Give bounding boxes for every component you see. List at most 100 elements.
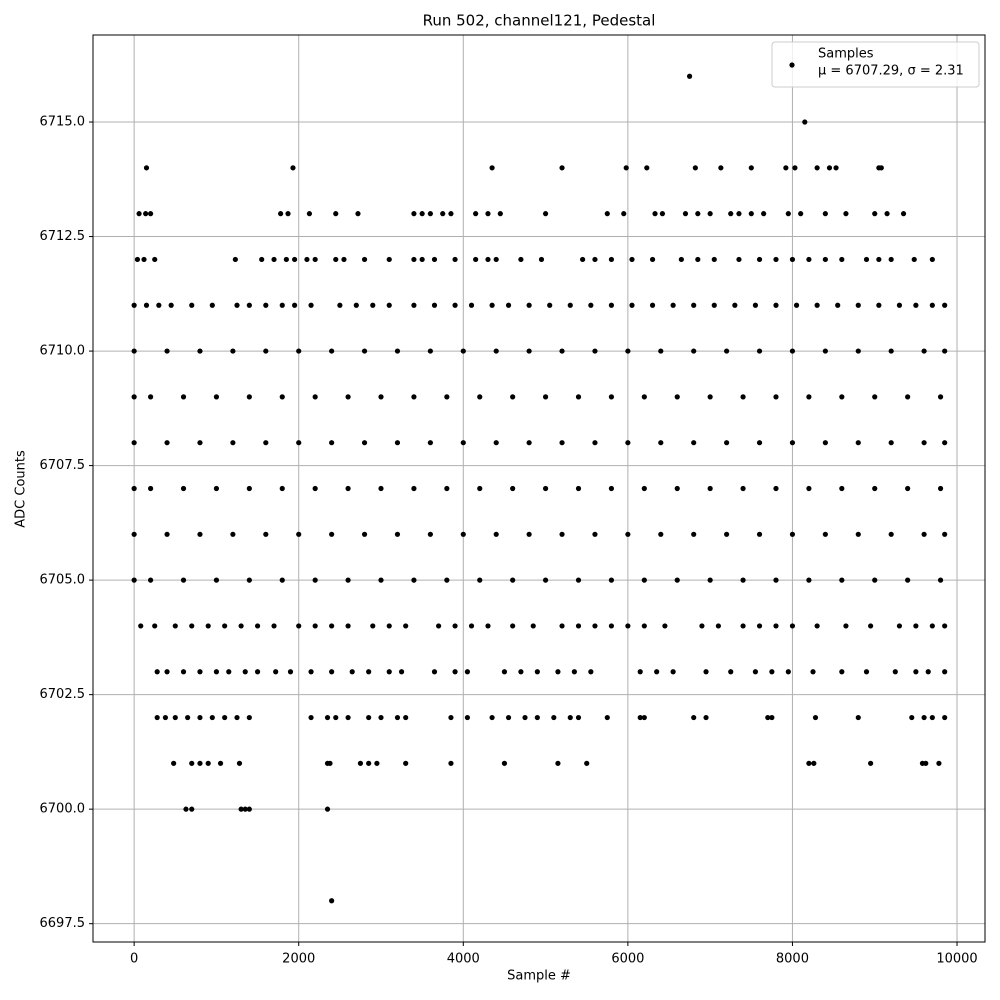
data-point [792,165,798,171]
data-point [505,714,512,721]
data-point [329,348,335,354]
data-point [888,256,894,263]
data-point [678,256,684,263]
data-point [625,348,631,354]
data-point [148,211,154,217]
legend-note: μ = 6707.29, σ = 2.31 [818,64,964,79]
data-point [329,623,335,629]
data-point [279,394,285,400]
data-point [361,440,368,446]
data-point [185,714,191,721]
data-point [592,440,598,446]
data-point [131,348,137,354]
data-point [905,577,911,583]
data-point [526,531,532,537]
data-point [162,714,169,721]
data-point [623,165,629,171]
data-point [205,760,211,766]
data-point [691,531,697,537]
data-point [625,531,631,537]
x-tick-label: 2000 [282,952,315,967]
data-point [798,211,804,217]
data-point [608,485,615,492]
data-point [629,256,635,263]
x-tick-label: 10000 [936,952,977,967]
data-point [608,394,615,400]
data-point [682,211,689,217]
data-point [839,669,845,675]
data-point [773,302,779,308]
data-point [308,669,314,675]
plot-frame [92,34,986,943]
data-point [217,760,224,766]
data-point [189,302,195,308]
data-point [333,211,339,217]
data-point [501,760,508,766]
data-point [695,256,701,263]
data-point [855,714,861,721]
data-point [736,211,742,217]
data-point [238,806,244,812]
data-point [232,256,238,263]
data-point [942,714,948,721]
data-point [143,165,150,171]
data-point [197,760,203,766]
data-point [374,760,380,766]
data-point [468,302,475,308]
y-axis-label: ADC Counts [14,450,29,528]
data-point [783,165,789,171]
data-point [793,302,800,308]
data-point [625,440,631,446]
data-point [785,669,791,675]
data-point [154,669,160,675]
data-point [411,577,417,583]
data-point [473,256,479,263]
data-point [197,440,203,446]
y-tick-label: 6715.0 [40,115,86,130]
data-point [180,669,187,675]
data-point [925,669,931,675]
data-point [290,165,296,171]
data-point [246,806,252,812]
data-point [254,669,261,675]
data-point [154,714,160,721]
data-point [872,577,878,583]
data-point [493,348,499,354]
data-point [559,348,565,354]
data-point [440,211,446,217]
data-point [518,669,524,675]
data-point [341,256,347,263]
data-point [171,760,177,766]
data-point [213,669,220,675]
data-point [929,302,935,308]
data-point [254,623,261,629]
data-point [707,211,713,217]
data-point [806,256,812,263]
data-point [691,440,697,446]
data-point [329,531,335,537]
data-point [278,211,284,217]
data-point [361,531,368,537]
data-point [674,394,680,400]
legend-marker [789,62,795,68]
data-point [789,623,796,629]
data-point [923,760,929,766]
data-point [789,440,796,446]
data-point [592,623,598,629]
data-point [658,348,664,354]
data-point [246,394,252,400]
data-point [485,211,491,217]
data-point [575,485,582,492]
data-point [168,302,174,308]
data-point [131,394,137,400]
data-point [312,623,318,629]
data-point [839,485,845,492]
data-point [148,577,154,583]
data-point [246,577,252,583]
data-point [654,669,660,675]
data-point [855,531,861,537]
data-point [773,485,779,492]
data-point [242,806,248,812]
data-point [156,302,162,308]
data-point [806,394,812,400]
